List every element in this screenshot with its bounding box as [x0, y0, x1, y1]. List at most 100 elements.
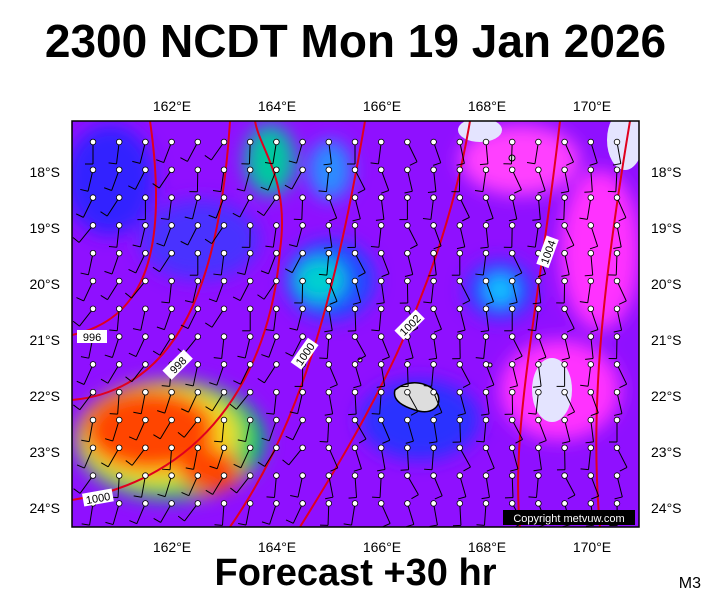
wind-barb	[184, 194, 201, 220]
wind-barb	[400, 444, 411, 471]
wind-barb	[378, 416, 391, 444]
wind-barb	[456, 305, 466, 333]
wind-barb	[430, 305, 442, 333]
wind-barb	[585, 333, 594, 360]
wind-barb	[404, 249, 414, 277]
wind-barb	[509, 166, 522, 194]
map-title: 2300 NCDT Mon 19 Jan 2026	[44, 15, 667, 67]
wind-barb	[404, 416, 414, 444]
wind-barb	[422, 194, 437, 220]
wind-barb	[110, 472, 123, 499]
isobar-label: 1000	[82, 488, 114, 507]
wind-barb	[189, 249, 201, 276]
latitude-label: 22°S	[29, 388, 60, 404]
longitude-label: 168°E	[468, 98, 506, 114]
wind-barb	[320, 500, 332, 526]
wind-barb	[181, 389, 201, 413]
wind-barb	[324, 305, 333, 333]
wind-barb	[100, 277, 123, 301]
wind-barb	[527, 222, 542, 248]
wind-barb	[184, 277, 201, 303]
wind-barb	[479, 138, 490, 166]
wind-barb	[104, 416, 123, 442]
wind-barb	[289, 222, 306, 248]
wind-barb	[528, 472, 542, 499]
wind-barb	[325, 444, 339, 472]
wind-barb	[213, 333, 228, 359]
wind-barb	[347, 138, 359, 165]
wind-barb	[430, 472, 443, 500]
wind-barb	[561, 249, 570, 277]
wind-barb	[452, 500, 463, 527]
wind-barb	[430, 389, 443, 417]
latitude-label: 21°S	[29, 332, 60, 348]
wind-barb	[153, 500, 175, 523]
wind-barb	[214, 500, 228, 526]
wind-barb	[129, 500, 149, 525]
wind-barb	[404, 389, 419, 416]
wind-barb	[580, 361, 594, 387]
longitude-label: 170°E	[573, 98, 611, 114]
longitude-label: 166°E	[363, 98, 401, 114]
wind-barb	[230, 472, 254, 494]
wind-barb	[535, 166, 546, 194]
wind-barb	[535, 416, 547, 444]
wind-barb	[325, 194, 338, 222]
wind-barb	[325, 277, 338, 305]
wind-barb	[584, 249, 594, 277]
wind-barb	[261, 416, 280, 442]
wind-barb	[535, 333, 547, 361]
wind-barb	[476, 416, 490, 443]
wind-barb	[424, 444, 437, 471]
wind-barb	[177, 500, 201, 522]
wind-barb	[480, 222, 490, 249]
wind-barb	[161, 277, 175, 304]
wind-barb	[587, 305, 599, 333]
wind-barb	[233, 361, 254, 385]
wind-barb	[613, 444, 628, 472]
latitude-label: 18°S	[651, 164, 682, 180]
wind-barb	[282, 444, 306, 466]
model-code: M3	[678, 575, 701, 592]
wind-barb	[132, 138, 149, 164]
wind-barb	[509, 277, 518, 305]
latitude-label: 19°S	[651, 220, 682, 236]
wind-barb	[284, 249, 306, 274]
wind-barb	[428, 249, 437, 277]
latitude-label: 20°S	[651, 276, 682, 292]
wind-barb	[508, 194, 518, 222]
wind-barb	[509, 249, 523, 277]
wind-barb	[241, 222, 254, 248]
wind-barb	[156, 138, 175, 164]
wind-barb	[325, 472, 334, 500]
wind-barb	[533, 444, 542, 472]
wind-barb	[404, 138, 418, 166]
wind-barb	[104, 333, 123, 358]
wind-barb	[185, 361, 201, 387]
wind-barb	[509, 333, 523, 361]
wind-barb	[180, 138, 201, 162]
wind-barb	[404, 472, 419, 500]
latitude-label: 23°S	[29, 444, 60, 460]
wind-barb	[265, 222, 280, 248]
wind-barb	[378, 500, 391, 527]
wind-barb	[584, 166, 594, 193]
wind-barb	[257, 444, 280, 467]
wind-barb	[80, 166, 97, 192]
latitude-label: 18°S	[29, 164, 60, 180]
wind-barb	[289, 305, 306, 331]
wind-barb	[482, 444, 495, 472]
wind-barb	[257, 277, 280, 300]
longitude-labels-bottom: 162°E 164°E 166°E 168°E 170°E	[153, 539, 611, 555]
wind-barb	[72, 305, 97, 327]
wind-barb	[73, 472, 97, 494]
wind-barb	[323, 138, 332, 166]
isobar-label-text: 1000	[85, 491, 111, 507]
wind-barb	[73, 389, 97, 411]
wind-barb	[526, 138, 542, 165]
wind-barb	[133, 472, 149, 498]
wind-barb	[85, 138, 97, 165]
wind-barb	[242, 305, 254, 332]
latitude-labels-left: 18°S 19°S 20°S 21°S 22°S 23°S 24°S	[29, 164, 60, 516]
wind-barb	[236, 249, 254, 276]
